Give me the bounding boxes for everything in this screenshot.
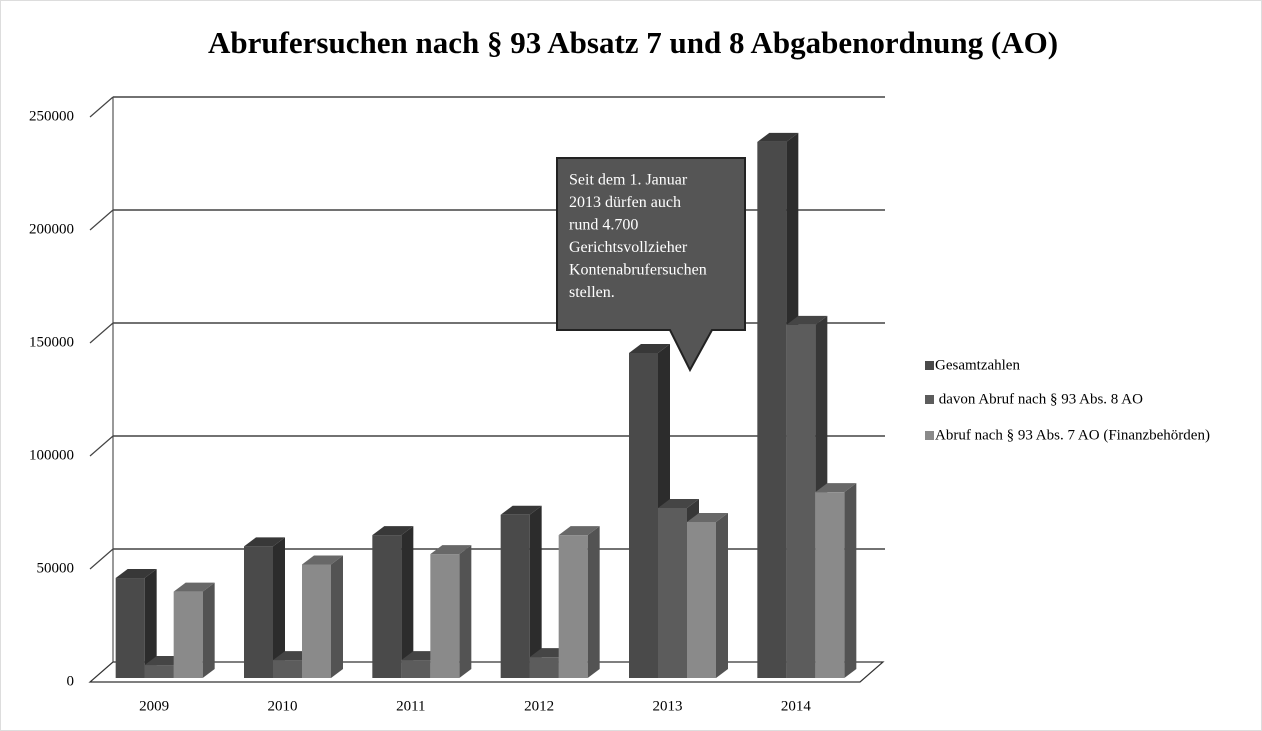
bar [815,483,857,678]
legend-label: davon Abruf nach § 93 Abs. 8 AO [935,391,1143,407]
bar-front [401,660,431,678]
bar-front [144,665,174,678]
callout: Seit dem 1. Januar 2013 dürfen auch rund 4… [556,157,746,373]
bar-side [202,582,215,678]
callout-text: stellen. [569,284,615,301]
bar-front [815,492,845,678]
bar-front [273,660,302,678]
x-tick-label: 2014 [781,698,812,714]
grid-tick [89,435,114,457]
bar-front [115,578,145,678]
x-tick-label: 2012 [524,698,554,714]
y-tick-label: 0 [67,673,75,689]
bar [244,537,285,678]
bar [430,545,472,678]
bar-front [786,324,816,678]
bar [173,582,215,678]
bar-front [302,564,331,678]
bar-side [273,537,285,678]
grid-tick [89,96,114,118]
bar [115,569,157,678]
bar-side [401,526,414,678]
callout-text: 2013 dürfen auch [569,194,681,211]
grid-tick [89,548,114,570]
bar-front [244,546,273,678]
bar-front [430,554,460,678]
legend-label: Abruf nach § 93 Abs. 7 AO (Finanzbehörde… [935,427,1210,443]
bar-front [372,535,402,678]
bar-side [844,483,857,678]
bar [687,512,728,678]
grid-tick [89,322,114,344]
y-tick-label: 200000 [29,221,74,237]
callout-text: Seit dem 1. Januar [569,172,688,189]
bar-top [430,545,472,555]
callout-text: rund 4.700 [569,217,638,234]
bar-front [687,521,716,678]
bar-side [459,545,472,678]
bar-top [173,582,215,592]
bar-top [658,498,699,508]
legend-swatch [925,431,934,440]
bar [302,555,343,678]
bar [500,505,542,678]
bar [558,526,600,678]
bar-top [302,555,343,565]
bar-front [757,141,787,679]
x-tick-label: 2011 [396,698,425,714]
bar-side [587,526,600,678]
x-tick-label: 2013 [653,698,683,714]
y-tick-label: 100000 [29,447,74,463]
bar-side [331,555,343,678]
bar-top [629,343,670,353]
bar-front [629,352,658,678]
y-tick-label: 150000 [29,334,74,350]
legend-swatch [925,361,934,370]
grid-tick [89,209,114,231]
x-tick-label: 2010 [268,698,298,714]
bar-front [658,507,687,678]
bar [372,526,414,678]
chart-title: Abrufersuchen nach § 93 Absatz 7 und 8 A… [208,25,1058,60]
bar-top [786,315,828,325]
bar-top [115,569,157,579]
bar [757,132,799,679]
bar-top [757,132,799,142]
bar-top [500,505,542,515]
bar-front [500,514,530,678]
bar-side [529,505,542,678]
callout-text: Gerichtsvollzieher [569,239,688,256]
legend-swatch [925,395,934,404]
x-tick-label: 2009 [139,698,169,714]
callout-text: Kontenabrufersuchen [569,262,707,279]
legend-label: Gesamtzahlen [935,357,1020,373]
bar-front [173,591,203,678]
bar-top [244,537,285,547]
bar-top [815,483,857,493]
bar-top [558,526,600,536]
bar-front [529,657,559,678]
y-tick-label: 50000 [37,560,75,576]
bar-front [558,535,588,678]
y-tick-label: 250000 [29,108,74,124]
bar-side [716,512,728,678]
bar-side [144,569,157,678]
callout-box [556,157,746,373]
bar-top [687,512,728,522]
bar-top [372,526,414,536]
